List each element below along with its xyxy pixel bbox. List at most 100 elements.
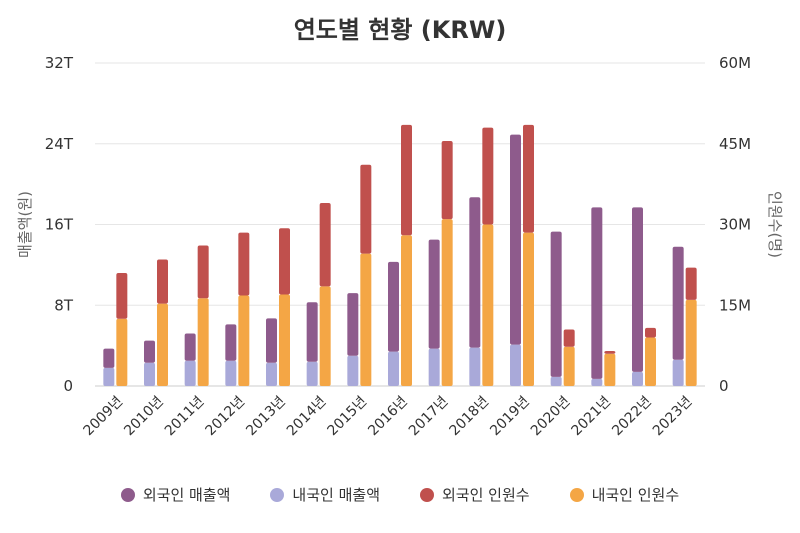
bar-segment <box>116 318 128 386</box>
legend-marker <box>270 487 285 502</box>
legend-item[interactable]: 내국인 인원수 <box>569 484 680 505</box>
bar-segment <box>184 360 196 386</box>
bar-segment <box>685 267 697 300</box>
bar-segment <box>197 298 209 386</box>
y-right-axis-title: 인원수(명) <box>766 191 784 258</box>
legend-label: 외국인 매출액 <box>142 486 231 504</box>
legend-item[interactable]: 내국인 매출액 <box>270 484 380 505</box>
bar-segment <box>225 324 237 361</box>
y-right-tick-label: 15M <box>719 296 751 314</box>
x-tick-label: 2021년 <box>569 394 615 440</box>
x-tick-label: 2017년 <box>406 394 452 440</box>
bar-segment <box>347 293 359 356</box>
y-right-tick-label: 60M <box>719 54 751 72</box>
bar-segment <box>306 361 318 386</box>
x-tick-label: 2022년 <box>609 394 655 440</box>
bar-segment <box>441 141 453 220</box>
x-tick-label: 2010년 <box>121 394 167 440</box>
bar-segment <box>510 344 521 386</box>
x-tick-label: 2018년 <box>447 394 493 440</box>
legend-marker <box>420 487 434 502</box>
y-left-tick-label: 24T <box>45 135 74 153</box>
bar-segment <box>157 303 168 386</box>
y-left-tick-label: 8T <box>54 296 74 314</box>
bar-segment <box>360 253 372 386</box>
y-right-tick-label: 30M <box>719 216 751 234</box>
bar-segment <box>645 327 656 338</box>
bar-segment <box>510 134 521 345</box>
legend-marker <box>569 487 584 502</box>
legend-marker <box>120 487 135 502</box>
x-tick-label: 2009년 <box>81 394 127 440</box>
bar-segment <box>360 164 372 254</box>
bar-segment <box>319 202 331 287</box>
x-tick-label: 2013년 <box>243 394 289 440</box>
bar-segment <box>266 318 277 363</box>
bar-segment <box>469 347 481 386</box>
bar-segment <box>441 219 453 386</box>
legend-label: 내국인 매출액 <box>292 486 380 504</box>
bar-segment <box>401 124 412 236</box>
bar-segment <box>523 124 534 233</box>
y-left-tick-label: 0 <box>63 377 73 395</box>
bar-segment <box>604 353 616 386</box>
legend-label: 내국인 인원수 <box>591 486 680 504</box>
bar-segment <box>401 235 412 386</box>
bar-segment <box>563 346 575 386</box>
bar-segment <box>482 224 494 386</box>
bar-segment <box>197 245 209 299</box>
bar-segment <box>266 362 277 386</box>
bar-segment <box>306 302 318 362</box>
bar-segment <box>388 351 399 386</box>
bar-segment <box>157 259 168 304</box>
bar-segment <box>591 378 603 386</box>
bar-segment <box>563 329 575 347</box>
bar-segment <box>523 232 534 386</box>
bar-segment <box>144 340 155 363</box>
legend-label: 외국인 인원수 <box>442 486 530 504</box>
bar-segment <box>184 333 196 361</box>
bar-segment <box>238 295 250 386</box>
y-left-axis-title: 매출액(원) <box>16 191 34 258</box>
chart-legend: 외국인 매출액 내국인 매출액 외국인 인원수 내국인 인원수 <box>0 484 800 505</box>
y-right-tick-label: 0 <box>719 377 729 395</box>
bar-segment <box>550 231 562 377</box>
bar-segment <box>103 348 115 368</box>
bar-segment <box>347 355 359 386</box>
y-left-tick-label: 32T <box>45 54 74 72</box>
bar-segment <box>672 246 684 360</box>
y-left-tick-label: 16T <box>45 216 74 234</box>
x-tick-label: 2012년 <box>203 394 249 440</box>
bar-segment <box>428 239 440 349</box>
bar-segment <box>319 286 331 386</box>
bar-segment <box>279 294 290 386</box>
y-right-tick-label: 45M <box>719 135 751 153</box>
x-tick-label: 2014년 <box>284 394 330 440</box>
bar-segment <box>482 127 494 225</box>
x-tick-label: 2023년 <box>650 394 696 440</box>
bar-segment <box>144 362 155 386</box>
legend-item[interactable]: 외국인 인원수 <box>420 484 530 505</box>
bar-segment <box>685 299 697 386</box>
bar-segment <box>388 261 399 352</box>
x-tick-label: 2011년 <box>162 394 208 440</box>
bar-segment <box>604 351 616 354</box>
x-tick-label: 2016년 <box>365 394 411 440</box>
bar-segment <box>672 359 684 386</box>
bar-segment <box>632 207 643 372</box>
bar-segment <box>116 272 128 319</box>
legend-item[interactable]: 외국인 매출액 <box>120 484 231 505</box>
x-tick-label: 2015년 <box>325 394 371 440</box>
bar-segment <box>469 197 481 348</box>
x-tick-label: 2019년 <box>487 394 533 440</box>
bar-segment <box>103 367 115 386</box>
bar-segment <box>225 360 237 386</box>
chart-title: 연도별 현황 (KRW) <box>293 16 507 44</box>
bar-segment <box>550 376 562 386</box>
bar-segment <box>632 371 643 386</box>
bar-segment <box>279 228 290 295</box>
bar-segment <box>645 337 656 386</box>
bar-segment <box>591 207 603 379</box>
